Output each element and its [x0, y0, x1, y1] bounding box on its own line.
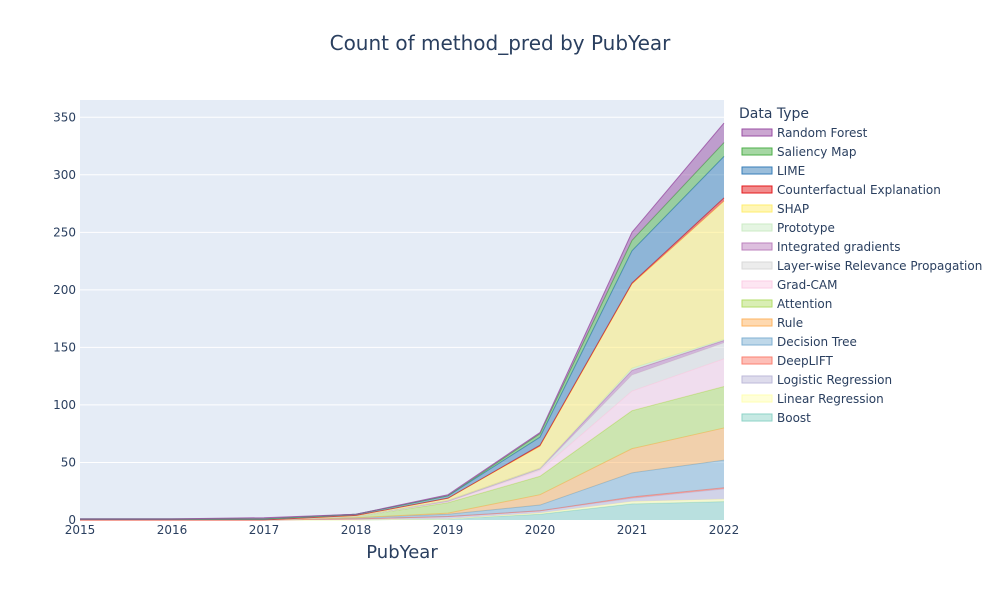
legend-label-grad-cam[interactable]: Grad-CAM	[777, 278, 837, 292]
legend-swatch-prototype[interactable]	[741, 223, 773, 232]
legend-label-decision-tree[interactable]: Decision Tree	[777, 335, 857, 349]
legend-label-rule[interactable]: Rule	[777, 316, 803, 330]
y-tick-label: 250	[53, 225, 76, 239]
legend-swatch-decision-tree[interactable]	[741, 337, 773, 346]
area-line-random-forest	[80, 122, 725, 520]
area-series-boost	[80, 501, 724, 520]
x-tick-label: 2017	[249, 523, 280, 537]
y-tick-label: 150	[53, 340, 76, 354]
area-series-attention	[80, 386, 724, 520]
area-series-rule	[80, 427, 724, 520]
x-tick-label: 2018	[341, 523, 372, 537]
area-series-lime	[80, 156, 724, 521]
x-tick-label: 2021	[617, 523, 648, 537]
legend-label-linear-regression[interactable]: Linear Regression	[777, 392, 884, 406]
y-tick-label: 200	[53, 283, 76, 297]
legend-label-lime[interactable]: LIME	[777, 164, 805, 178]
y-axis-ticks: 0 50 100 150 200 250 300 350	[53, 110, 76, 527]
y-tick-label: 300	[53, 168, 76, 182]
legend-swatch-deeplift[interactable]	[741, 356, 773, 365]
legend-swatch-random-forest[interactable]	[741, 128, 773, 137]
legend-label-boost[interactable]: Boost	[777, 411, 811, 425]
legend-label-saliency-map[interactable]: Saliency Map	[777, 145, 856, 159]
legend-title: Data Type	[739, 106, 809, 122]
legend-label-counterfactual-explanation[interactable]: Counterfactual Explanation	[777, 183, 941, 197]
legend-swatch-saliency-map[interactable]	[741, 147, 773, 156]
legend-label-prototype[interactable]: Prototype	[777, 221, 835, 235]
legend-label-shap[interactable]: SHAP	[777, 202, 809, 216]
legend-swatch-integrated-gradients[interactable]	[741, 242, 773, 251]
legend-swatch-grad-cam[interactable]	[741, 280, 773, 289]
area-series-logistic-regression	[80, 488, 724, 520]
legend-swatch-linear-regression[interactable]	[741, 394, 773, 403]
x-tick-label: 2016	[157, 523, 188, 537]
area-series-shap	[80, 201, 724, 521]
x-tick-label: 2020	[525, 523, 556, 537]
y-tick-label: 350	[53, 110, 76, 124]
y-tick-label: 50	[61, 455, 76, 469]
legend-swatch-shap[interactable]	[741, 204, 773, 213]
legend-swatch-lime[interactable]	[741, 166, 773, 175]
x-tick-label: 2019	[433, 523, 464, 537]
y-tick-label: 0	[68, 513, 76, 527]
area-series	[80, 122, 725, 521]
x-axis-title: PubYear	[366, 542, 438, 563]
x-tick-label: 2022	[709, 523, 740, 537]
legend-label-logistic-regression[interactable]: Logistic Regression	[777, 373, 892, 387]
x-axis-ticks: 2015 2016 2017 2018 2019 2020 2021 2022	[65, 523, 740, 537]
legend-swatch-counterfactual-explanation[interactable]	[741, 185, 773, 194]
legend-swatch-attention[interactable]	[741, 299, 773, 308]
legend-label-integrated-gradients[interactable]: Integrated gradients	[777, 240, 900, 254]
legend-swatch-boost[interactable]	[741, 413, 773, 422]
x-tick-label: 2015	[65, 523, 96, 537]
y-tick-label: 100	[53, 398, 76, 412]
area-series-decision-tree	[80, 460, 724, 520]
legend-swatch-layer-wise-relevance-propagation[interactable]	[741, 261, 773, 270]
legend-swatch-rule[interactable]	[741, 318, 773, 327]
legend-label-attention[interactable]: Attention	[777, 297, 832, 311]
legend: Data Type Random Forest Saliency Map LIME C…	[739, 106, 982, 425]
legend-swatch-logistic-regression[interactable]	[741, 375, 773, 384]
legend-label-layer-wise-relevance-propagation[interactable]: Layer-wise Relevance Propagation	[777, 259, 982, 273]
legend-label-deeplift[interactable]: DeepLIFT	[777, 354, 834, 368]
chart-title: Count of method_pred by PubYear	[330, 31, 672, 55]
legend-label-random-forest[interactable]: Random Forest	[777, 126, 868, 140]
